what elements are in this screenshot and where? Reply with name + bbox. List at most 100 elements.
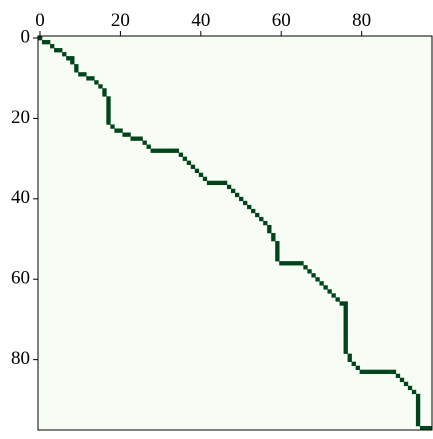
cell [194,168,200,173]
cell [50,44,55,49]
cell [206,180,212,186]
cell [218,180,224,186]
cell [311,273,316,278]
cell [415,401,421,407]
cell [106,116,111,121]
x-tick-label: 20 [111,10,130,31]
cell [190,164,196,169]
cell [38,36,43,41]
cell [251,208,256,214]
cell [287,261,292,266]
cell [243,200,248,206]
cell [58,48,63,53]
cell [411,389,417,395]
cell [102,92,107,97]
cell [343,301,348,306]
cell [327,289,332,294]
cell [178,152,184,157]
cell [351,361,356,366]
cell [367,369,372,375]
cell [343,341,348,346]
cell [375,369,381,375]
cell [106,100,111,105]
y-tick-label: 60 [11,268,30,289]
cell [78,72,83,77]
cell [343,337,348,342]
cell [138,136,143,141]
cell [235,192,240,198]
cell [279,261,284,266]
cell [154,148,159,153]
cell [331,293,336,298]
cell [255,212,260,218]
cell [118,128,123,133]
cell [130,136,135,141]
x-tick-label: 0 [35,10,45,31]
x-tick-label: 60 [272,10,291,31]
cell [419,425,425,431]
cell [343,317,348,322]
cell [343,321,348,326]
cell [170,148,175,153]
cell [98,84,103,89]
frame [37,35,433,431]
cell [335,297,340,302]
cell [295,261,300,266]
cell [66,56,71,61]
cell [150,148,155,153]
cell [307,269,312,274]
y-tick-label: 40 [11,187,30,208]
y-tick-label: 20 [11,107,30,128]
cell [106,120,111,125]
cell [343,309,348,314]
cell [399,377,405,383]
cell [210,180,216,186]
cell [82,72,87,77]
cell [363,369,368,375]
cell [126,132,131,137]
cell [355,365,360,370]
cell [343,349,348,354]
cell [166,148,171,153]
cell [275,241,280,246]
cell [54,48,59,53]
cell [415,409,421,415]
cell [343,333,348,338]
cell [226,184,232,190]
cell [323,285,328,290]
cell [271,233,276,238]
cell [222,180,228,186]
cell [106,112,111,117]
cell [379,369,385,375]
cell [70,56,75,61]
x-tick-label: 40 [191,10,210,31]
cell [415,413,421,419]
cell [158,148,163,153]
cell [391,369,397,375]
cell [62,52,67,57]
cell [142,140,147,145]
cell [415,421,421,427]
cell [395,373,401,379]
cell [347,353,352,358]
cell [42,40,47,45]
cell [303,265,308,270]
cell [315,277,320,282]
cell [114,128,119,133]
x-tick-label: 80 [352,10,371,31]
cell [198,172,204,178]
cell [343,313,348,318]
cell [146,144,151,149]
cell [275,253,280,258]
cell [174,148,180,153]
cell [339,301,344,306]
cell [343,345,348,350]
cell [247,204,252,210]
cell [427,425,433,431]
cell [343,325,348,330]
cell [74,64,79,69]
cell [214,180,220,186]
cell [275,245,280,250]
cell [74,68,79,73]
cell [343,329,348,334]
